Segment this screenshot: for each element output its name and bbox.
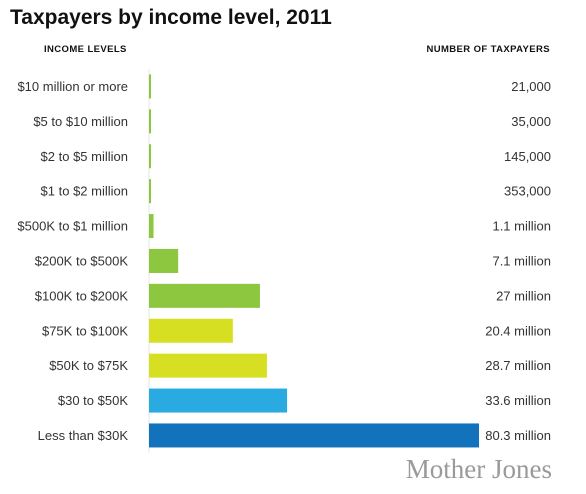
value-label-1-to-2-million: 353,000 [504, 184, 551, 199]
bar-less-than-30k [149, 423, 479, 448]
category-label-10-million-or-more: $10 million or more [17, 79, 128, 94]
bar-30-to-50k [149, 388, 288, 413]
category-label-30-to-50k: $30 to $50K [58, 393, 128, 408]
category-label-50k-to-75k: $50K to $75K [49, 358, 128, 373]
chart-title: Taxpayers by income level, 2011 [10, 6, 332, 29]
value-label-500k-to-1-million: 1.1 million [492, 219, 551, 234]
bar-5-to-10-million [149, 109, 151, 134]
category-label-200k-to-500k: $200K to $500K [35, 253, 129, 268]
value-label-75k-to-100k: 20.4 million [485, 323, 551, 338]
category-label-2-to-5-million: $2 to $5 million [41, 149, 128, 164]
value-label-50k-to-75k: 28.7 million [485, 358, 551, 373]
value-label-5-to-10-million: 35,000 [511, 114, 551, 129]
number-of-taxpayers-header: NUMBER OF TAXPAYERS [426, 44, 550, 55]
category-label-5-to-10-million: $5 to $10 million [33, 114, 128, 129]
bar-10-million-or-more [149, 74, 151, 99]
bar-75k-to-100k [149, 318, 233, 343]
mother-jones-logo: Mother Jones [405, 454, 552, 484]
bar-50k-to-75k [149, 353, 267, 378]
income-levels-header: INCOME LEVELS [44, 44, 127, 55]
value-label-less-than-30k: 80.3 million [485, 428, 551, 443]
bar-2-to-5-million [149, 144, 151, 169]
bar-500k-to-1-million [149, 214, 154, 239]
value-label-200k-to-500k: 7.1 million [492, 253, 551, 268]
category-label-1-to-2-million: $1 to $2 million [41, 184, 128, 199]
bar-200k-to-500k [149, 248, 179, 273]
value-label-10-million-or-more: 21,000 [511, 79, 551, 94]
category-label-75k-to-100k: $75K to $100K [42, 323, 128, 338]
value-label-100k-to-200k: 27 million [496, 288, 551, 303]
category-label-500k-to-1-million: $500K to $1 million [17, 219, 128, 234]
value-label-2-to-5-million: 145,000 [504, 149, 551, 164]
bar-1-to-2-million [149, 179, 151, 204]
value-label-30-to-50k: 33.6 million [485, 393, 551, 408]
bar-100k-to-200k [149, 283, 260, 308]
category-label-100k-to-200k: $100K to $200K [35, 288, 129, 303]
category-label-less-than-30k: Less than $30K [38, 428, 129, 443]
